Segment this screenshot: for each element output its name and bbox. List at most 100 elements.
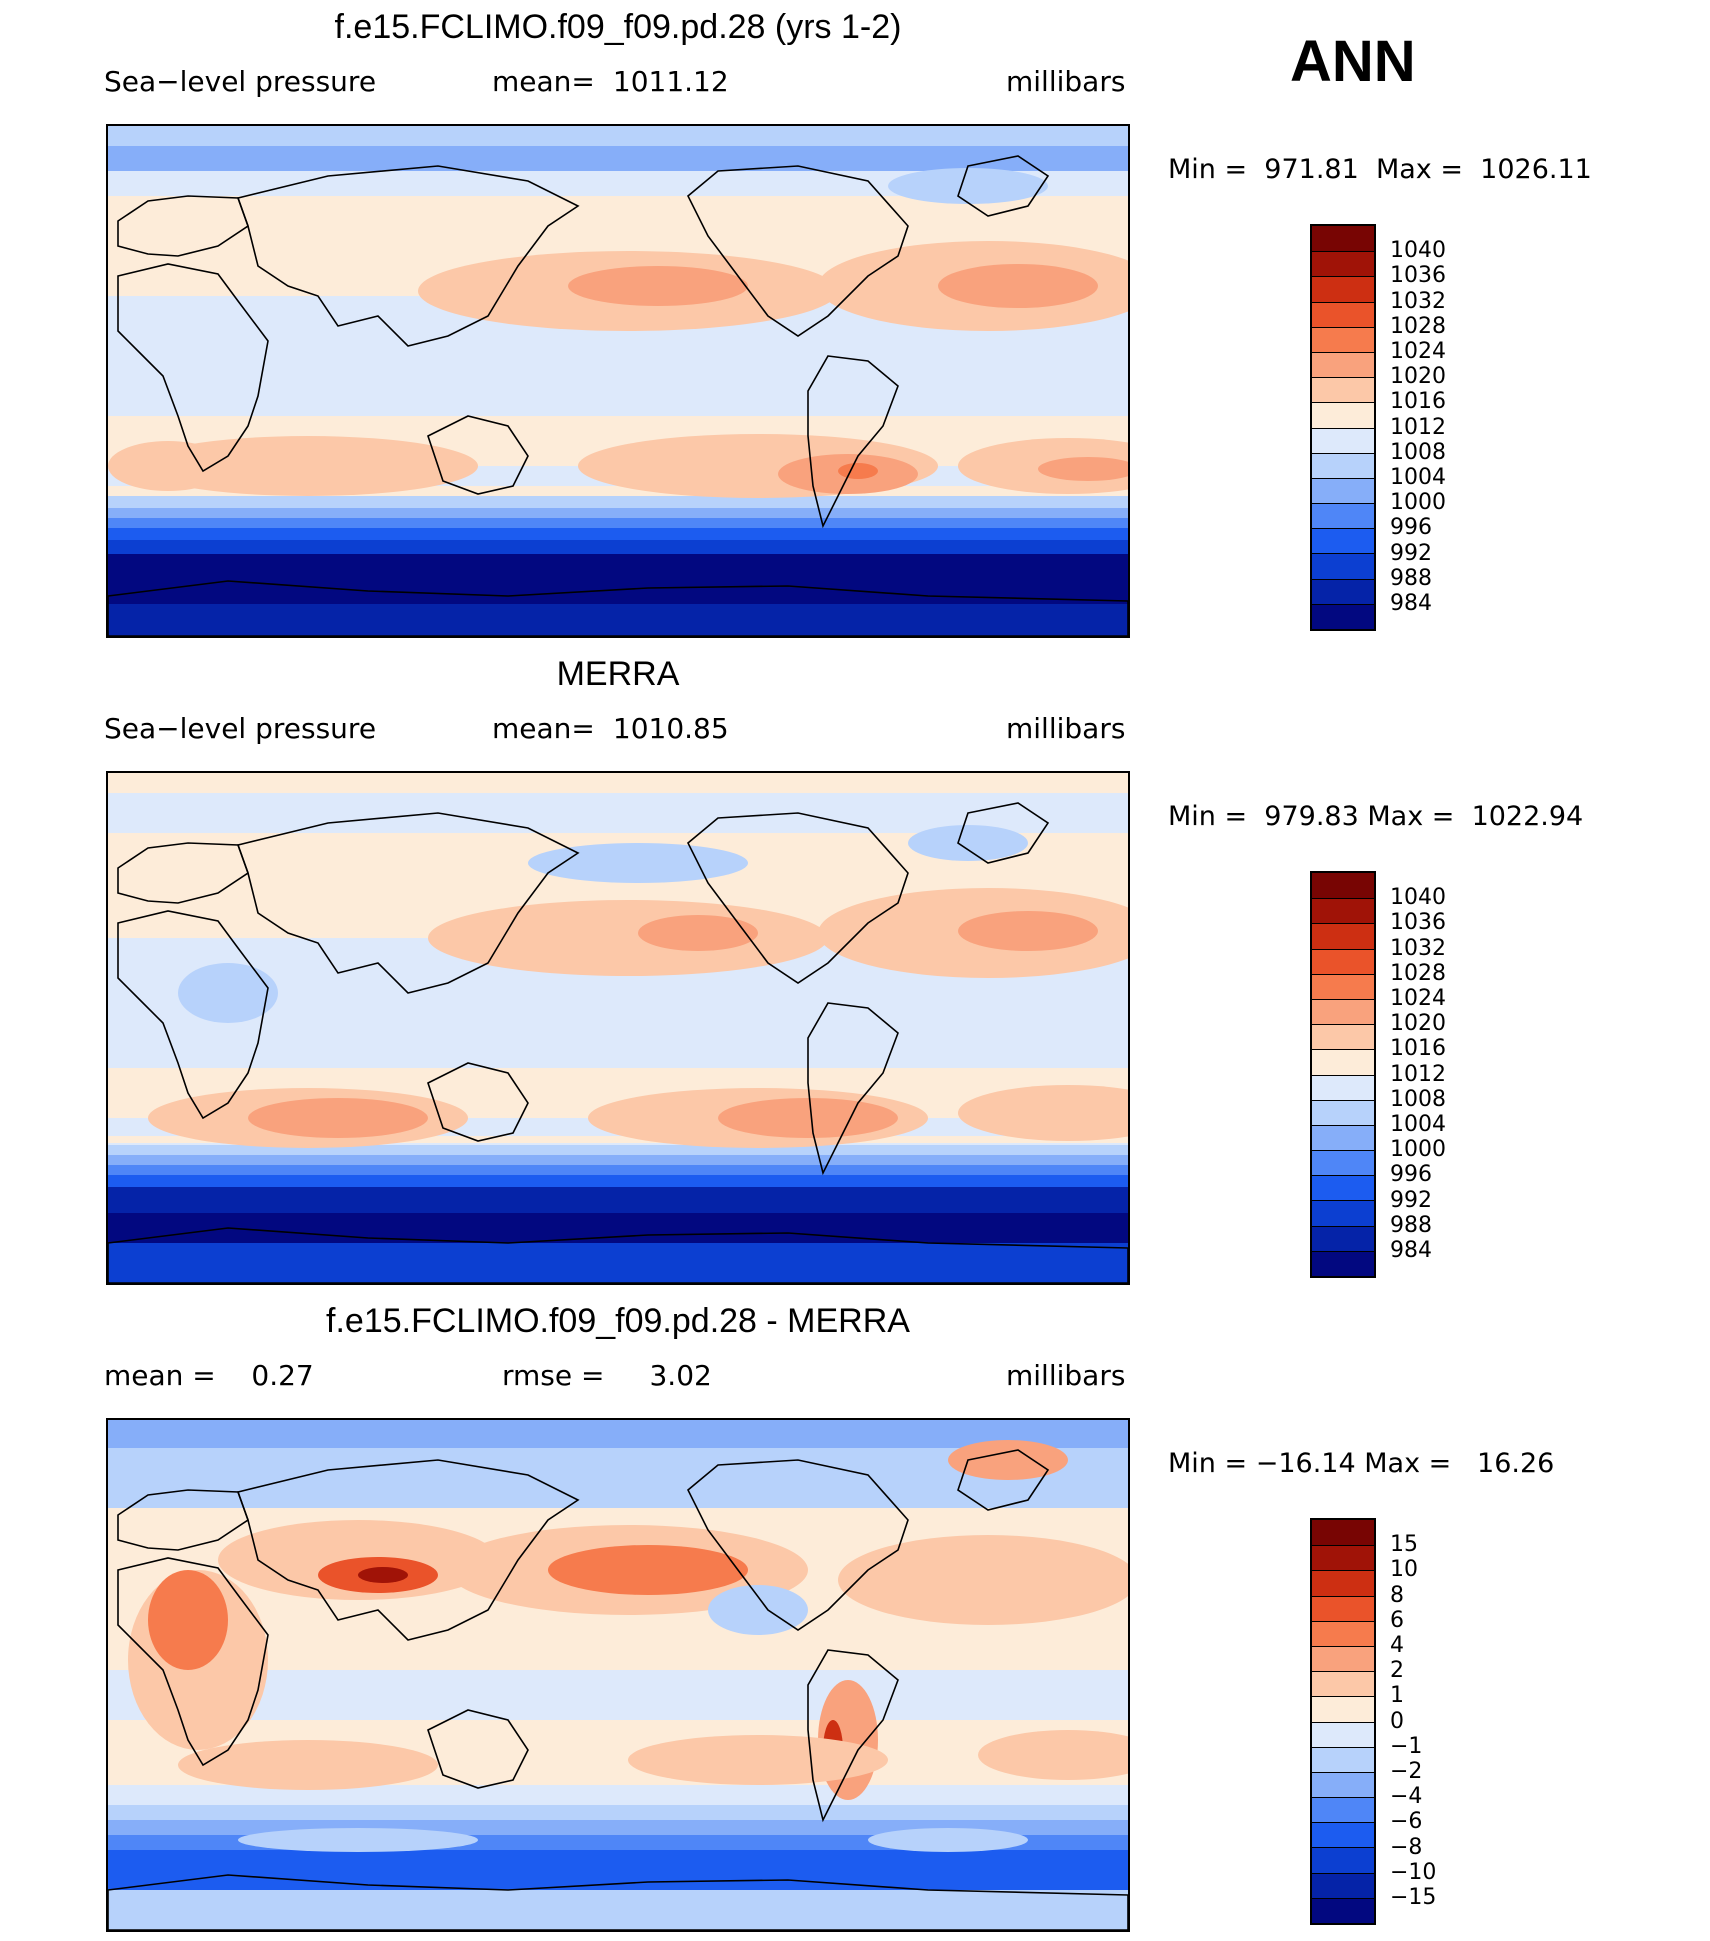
colorbar-tick-label: 1008	[1390, 439, 1446, 465]
max-label: Max	[1367, 801, 1424, 832]
max-value: 1026.11	[1480, 154, 1592, 185]
coastline-australia	[427, 1709, 529, 1789]
colorbar	[1310, 1518, 1376, 1925]
contour-band	[108, 1785, 1128, 1805]
contour-region	[718, 1098, 898, 1138]
colorbar	[1310, 224, 1376, 631]
max-value: 1022.94	[1471, 801, 1584, 832]
colorbar-tick-label: 1000	[1390, 1137, 1446, 1163]
contour-region	[958, 1085, 1128, 1141]
colorbar-tick-label: 984	[1390, 1238, 1432, 1263]
colorbar-swatch	[1312, 1250, 1374, 1276]
coastlines	[108, 802, 1128, 1283]
colorbar-tick-label: 1004	[1390, 465, 1446, 490]
rmse-stat: rmse = 3.02	[502, 1359, 712, 1392]
contour-region	[148, 1570, 228, 1670]
colorbar-swatch	[1312, 873, 1374, 899]
stat-value: 3.02	[649, 1359, 712, 1392]
panel-obs: MERRA Sea−level pressure mean= 1010.85 mi…	[0, 647, 1710, 1294]
contour-region	[358, 1567, 408, 1583]
mean-stat: mean = 0.27	[104, 1359, 314, 1392]
map-plot	[106, 771, 1130, 1285]
colorbar-swatch	[1312, 578, 1374, 604]
coastline-antarctica	[108, 1227, 1128, 1283]
colorbar-tick-label: −8	[1390, 1834, 1423, 1860]
max-label: Max	[1364, 1448, 1421, 1479]
colorbar-swatch	[1312, 1872, 1374, 1898]
colorbar-swatch	[1312, 898, 1374, 924]
colorbar-tick-label: 1020	[1390, 364, 1446, 390]
colorbar-swatch	[1312, 1150, 1374, 1176]
coastlines	[108, 1449, 1128, 1930]
coastline-greenland	[957, 802, 1050, 864]
panel-title: MERRA	[556, 655, 680, 693]
stat-value: 1011.12	[612, 65, 729, 98]
panel-title: f.e15.FCLIMO.f09_f09.pd.28 - MERRA	[326, 1302, 910, 1340]
difference-field	[108, 1420, 1128, 1930]
coastline-antarctica	[108, 1874, 1128, 1930]
colorbar-tick-label: −6	[1390, 1809, 1423, 1835]
colorbar-swatch	[1312, 1175, 1374, 1201]
map-plot	[106, 1418, 1130, 1932]
contour-region	[528, 843, 748, 883]
variable-label: Sea−level pressure	[104, 712, 377, 745]
contour-band	[108, 1213, 1128, 1243]
colorbar-tick-label: 1028	[1390, 960, 1446, 986]
colorbar-tick-label: 988	[1390, 1212, 1432, 1238]
min-label: Min	[1168, 801, 1216, 832]
coastline-africa	[117, 910, 269, 1120]
contour-region	[1038, 457, 1128, 481]
colorbar-tick-label: 1008	[1390, 1086, 1446, 1112]
colorbar-tick-label: 10	[1390, 1557, 1418, 1583]
colorbar-tick-label: 996	[1390, 515, 1432, 541]
colorbar-tick-label: 1036	[1390, 910, 1446, 936]
colorbar-swatch	[1312, 553, 1374, 579]
contour-band	[108, 1243, 1128, 1283]
min-max-readout: Min = −16.14 Max = 16.26	[1168, 1448, 1555, 1479]
min-max-readout: Min = 979.83 Max = 1022.94	[1168, 801, 1584, 832]
colorbar-tick-label: 8	[1390, 1582, 1404, 1608]
colorbar-swatch	[1312, 923, 1374, 949]
contour-band	[108, 496, 1128, 508]
colorbar-tick-label: 1032	[1390, 288, 1446, 314]
colorbar-swatch	[1312, 427, 1374, 453]
contour-region	[178, 963, 278, 1023]
colorbar-swatch	[1312, 1074, 1374, 1100]
contour-band	[108, 540, 1128, 554]
coastline-asia	[236, 1459, 580, 1641]
min-label: Min	[1168, 1448, 1216, 1479]
coastline-greenland	[957, 1449, 1050, 1511]
colorbar-tick-label: 6	[1390, 1607, 1404, 1633]
colorbar-swatch	[1312, 503, 1374, 529]
colorbar-tick-label: 1040	[1390, 238, 1446, 264]
coastline-asia	[236, 165, 580, 347]
stat-label: mean=	[492, 712, 595, 745]
contour-region	[958, 911, 1098, 951]
colorbar-swatch	[1312, 1671, 1374, 1697]
coastline-samerica	[807, 1649, 899, 1823]
contour-band	[108, 528, 1128, 540]
contour-band	[108, 1187, 1128, 1213]
colorbar-tick-label: 992	[1390, 1187, 1432, 1213]
colorbar-tick-label: 1012	[1390, 1061, 1446, 1087]
colorbar-tick-label: 1036	[1390, 263, 1446, 289]
colorbar-tick-label: 996	[1390, 1162, 1432, 1188]
coastline-namerica	[687, 812, 909, 984]
colorbar-tick-label: 1024	[1390, 339, 1446, 364]
colorbar-swatch	[1312, 1024, 1374, 1050]
coastline-australia	[427, 415, 529, 495]
colorbar-swatch	[1312, 1620, 1374, 1646]
contour-band	[108, 146, 1128, 171]
contour-band	[108, 554, 1128, 604]
panel-title: f.e15.FCLIMO.f09_f09.pd.28 (yrs 1-2)	[334, 8, 902, 46]
coastline-greenland	[957, 155, 1050, 217]
mean-value: 0.27	[251, 1359, 314, 1392]
colorbar-tick-label: −1	[1390, 1733, 1423, 1759]
contour-band	[108, 518, 1128, 528]
colorbar-tick-label: 1028	[1390, 313, 1446, 339]
contour-region	[188, 203, 508, 239]
colorbar-tick-label: 1012	[1390, 414, 1446, 440]
colorbar-swatch	[1312, 973, 1374, 999]
colorbar-swatch	[1312, 1570, 1374, 1596]
coastlines	[108, 155, 1128, 636]
